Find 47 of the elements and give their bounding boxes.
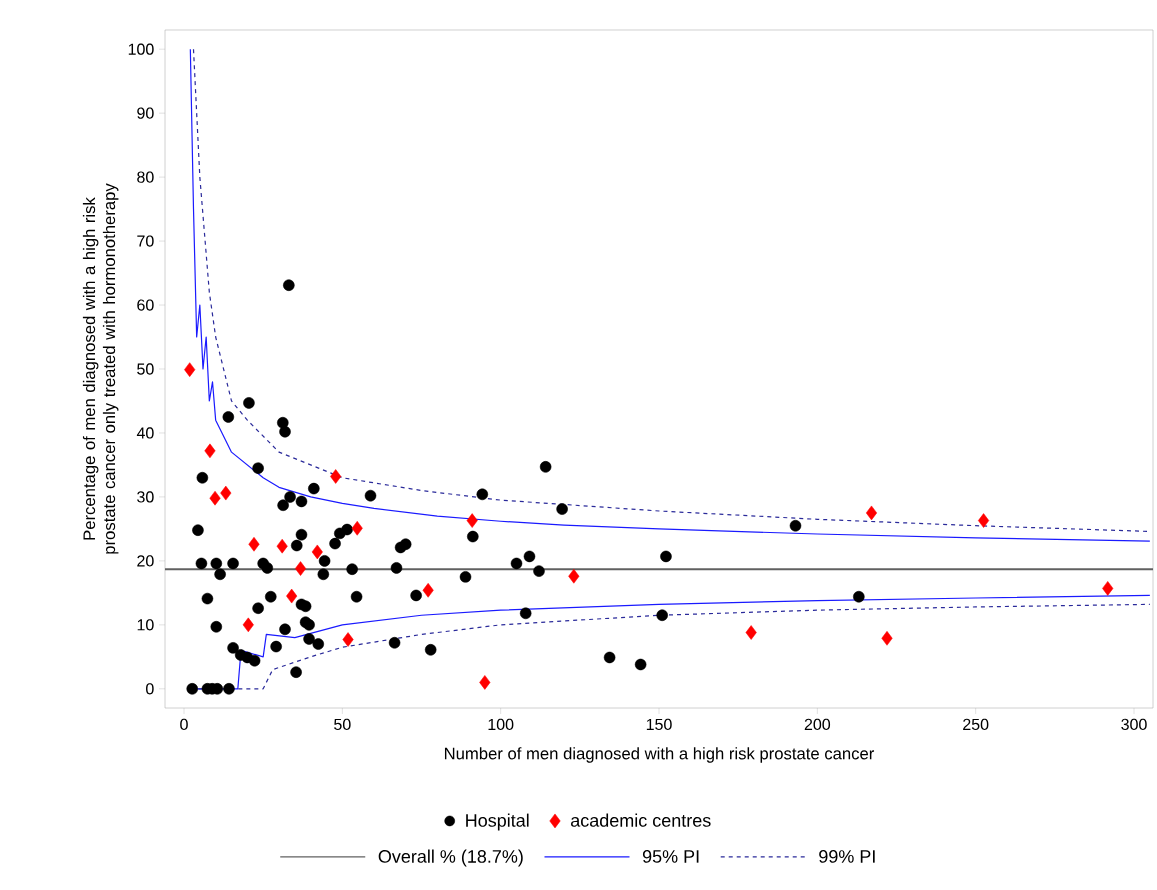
y-tick-label: 50 xyxy=(137,363,154,375)
point xyxy=(978,513,990,528)
x-tick-label: 100 xyxy=(488,718,514,731)
legend-label: Overall % (18.7%) xyxy=(378,849,523,867)
point xyxy=(881,631,893,646)
point xyxy=(204,443,216,459)
point xyxy=(311,544,323,560)
x-tick-label: 250 xyxy=(963,718,989,731)
point xyxy=(422,583,434,598)
point xyxy=(209,490,221,506)
point xyxy=(220,485,232,501)
y-tick-label: 10 xyxy=(137,619,154,631)
x-tick-label: 0 xyxy=(180,718,188,731)
point xyxy=(568,568,580,584)
point xyxy=(330,469,342,484)
y-tick-label: 80 xyxy=(137,171,154,183)
point xyxy=(1102,581,1114,596)
x-axis-title: Number of men diagnosed with a high risk prostate cancer xyxy=(444,747,875,763)
x-tick-label: 200 xyxy=(804,718,831,731)
point xyxy=(184,362,196,377)
x-tick-label: 50 xyxy=(334,718,351,731)
point xyxy=(286,588,298,604)
legend-label: academic centres xyxy=(571,813,711,827)
y-tick-label: 100 xyxy=(128,43,154,55)
y-tick-label: 30 xyxy=(137,491,154,503)
y-axis-title: Percentage of men diagnosed with a high risk prostate cancer only treated with hormonotherapy xyxy=(82,183,119,554)
x-tick-label: 300 xyxy=(1121,718,1147,731)
point xyxy=(342,632,354,647)
y-tick-label: 90 xyxy=(137,107,154,119)
point xyxy=(466,513,478,528)
y-tick-label: 40 xyxy=(136,427,154,439)
x-tick-label: 150 xyxy=(646,718,672,731)
legend-label: Hospital xyxy=(466,813,529,831)
point xyxy=(479,675,491,690)
point xyxy=(865,505,878,521)
y-tick-label: 60 xyxy=(137,299,154,311)
point xyxy=(242,617,254,633)
legend-label: 99% PI xyxy=(819,850,875,863)
point xyxy=(351,520,363,536)
point xyxy=(745,625,757,640)
point xyxy=(276,538,288,554)
y-tick-label: 70 xyxy=(137,235,154,247)
point xyxy=(295,561,307,576)
y-tick-label: 20 xyxy=(137,555,154,567)
point xyxy=(248,536,260,552)
y-tick-label: 0 xyxy=(146,683,154,695)
legend-label: 95% PI xyxy=(642,850,699,863)
